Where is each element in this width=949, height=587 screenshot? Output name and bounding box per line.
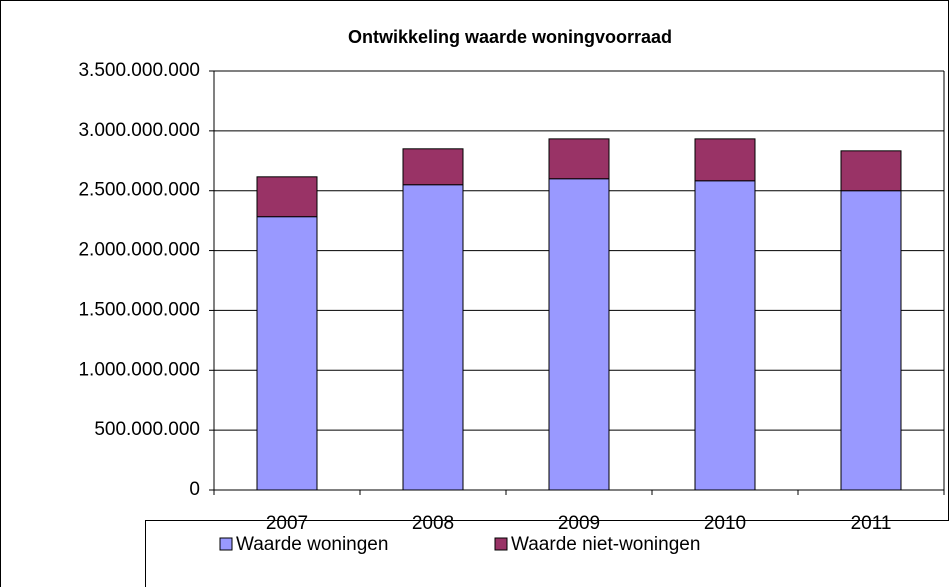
- x-tick-label: 2009: [558, 513, 600, 534]
- bar-segment: [694, 180, 756, 491]
- y-tick-label: 500.000.000: [94, 419, 200, 440]
- legend-label: Waarde woningen: [236, 534, 388, 555]
- legend-swatch: [219, 537, 233, 551]
- y-tick-label: 1.500.000.000: [78, 299, 200, 320]
- bar-segment: [840, 190, 902, 491]
- legend-box: [145, 520, 949, 587]
- chart-title: Ontwikkeling waarde woningvoorraad: [348, 27, 672, 47]
- bar-segment: [402, 184, 464, 491]
- bar-segment: [548, 178, 610, 491]
- y-tick-label: 2.000.000.000: [78, 240, 200, 261]
- y-tick-label: 3.000.000.000: [78, 120, 200, 141]
- x-tick-label: 2007: [266, 513, 308, 534]
- bar-segment: [548, 138, 610, 180]
- legend-swatch: [494, 537, 508, 551]
- bar-segment: [256, 176, 318, 218]
- x-tick-label: 2010: [704, 513, 746, 534]
- y-tick-label: 0: [189, 479, 200, 500]
- y-tick-label: 1.000.000.000: [78, 359, 200, 380]
- bar-segment: [694, 138, 756, 182]
- legend-label: Waarde niet-woningen: [511, 534, 700, 555]
- y-tick-label: 2.500.000.000: [78, 180, 200, 201]
- bar-segment: [256, 216, 318, 491]
- y-tick-label: 3.500.000.000: [78, 60, 200, 81]
- bar-segment: [840, 150, 902, 192]
- bar-segment: [402, 148, 464, 186]
- x-tick-label: 2011: [851, 513, 892, 534]
- x-tick-label: 2008: [412, 513, 454, 534]
